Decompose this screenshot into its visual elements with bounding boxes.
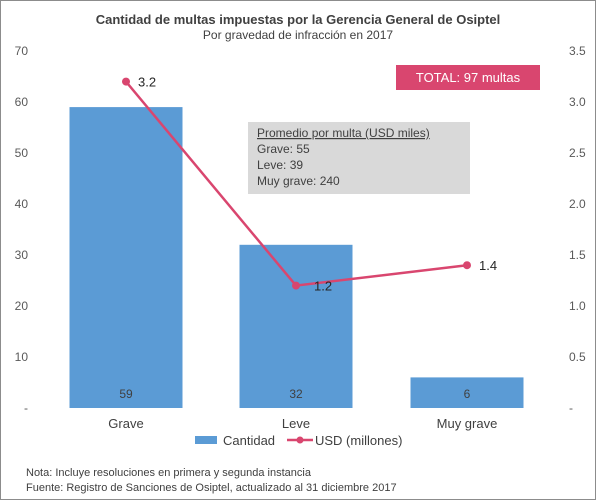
chart-title: Cantidad de multas impuestas por la Gere… (96, 12, 501, 27)
right-axis-tick-label: 3.0 (569, 95, 586, 109)
bar-series: 59 32 6 (69, 107, 524, 408)
info-box-title: Promedio por multa (USD miles) (257, 126, 430, 140)
left-axis-tick-label: 10 (15, 350, 29, 364)
left-axis-tick-label: - (24, 401, 28, 415)
average-info-box (248, 122, 470, 194)
legend-cantidad-swatch (195, 436, 217, 444)
left-axis-ticks: - 10 20 30 40 50 60 70 (15, 44, 29, 415)
usd-point-label: 3.2 (138, 75, 156, 90)
right-axis-tick-label: 1.5 (569, 248, 586, 262)
right-axis-ticks: - 0.5 1.0 1.5 2.0 2.5 3.0 3.5 (569, 44, 586, 415)
category-label: Leve (282, 416, 310, 431)
line-series: 3.2 1.2 1.4 (122, 75, 497, 294)
usd-point-label: 1.2 (314, 279, 332, 294)
bar-value-label: 6 (464, 387, 471, 401)
left-axis-tick-label: 20 (15, 299, 29, 313)
legend-cantidad-label: Cantidad (223, 433, 275, 448)
usd-point-marker (463, 261, 471, 270)
left-axis-tick-label: 40 (15, 197, 29, 211)
right-axis-tick-label: 3.5 (569, 44, 586, 58)
category-label: Grave (108, 416, 143, 431)
usd-point-marker (122, 77, 130, 86)
bar-value-label: 59 (119, 387, 133, 401)
info-box-line-leve: Leve: 39 (257, 158, 303, 172)
usd-point-label: 1.4 (479, 258, 497, 273)
note-text: Nota: Incluye resoluciones en primera y … (26, 467, 312, 479)
bar-muy-grave (410, 377, 524, 408)
right-axis-tick-label: 0.5 (569, 350, 586, 364)
left-axis-tick-label: 60 (15, 95, 29, 109)
left-axis-tick-label: 30 (15, 248, 29, 262)
source-text: Fuente: Registro de Sanciones de Osiptel… (26, 482, 397, 494)
category-labels: Grave Leve Muy grave (108, 416, 497, 431)
info-box-line-muy-grave: Muy grave: 240 (257, 174, 340, 188)
category-label: Muy grave (437, 416, 498, 431)
total-badge-text: TOTAL: 97 multas (416, 70, 521, 85)
legend-usd-marker (296, 436, 304, 444)
right-axis-tick-label: 2.0 (569, 197, 586, 211)
bar-leve (239, 244, 353, 408)
right-axis-tick-label: 1.0 (569, 299, 586, 313)
bar-grave (69, 107, 183, 408)
chart-subtitle: Por gravedad de infracción en 2017 (203, 28, 393, 42)
legend-usd-label: USD (millones) (315, 433, 402, 448)
right-axis-tick-label: - (569, 401, 573, 415)
right-axis-tick-label: 2.5 (569, 146, 586, 160)
usd-point-marker (292, 281, 300, 290)
left-axis-tick-label: 50 (15, 146, 29, 160)
bar-value-label: 32 (289, 387, 303, 401)
total-badge (396, 65, 540, 90)
left-axis-tick-label: 70 (15, 44, 29, 58)
info-box-line-grave: Grave: 55 (257, 142, 310, 156)
